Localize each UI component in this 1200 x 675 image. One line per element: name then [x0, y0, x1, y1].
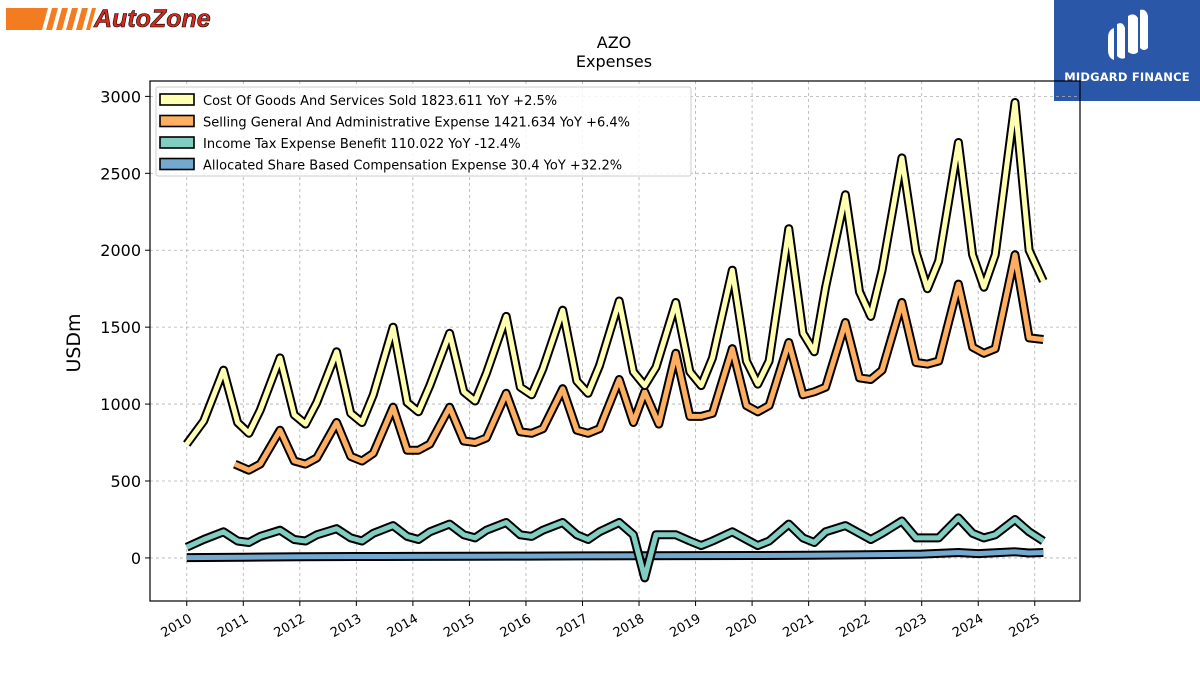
autozone-stripes-icon: [6, 8, 96, 30]
legend-label-3: Allocated Share Based Compensation Expen…: [203, 159, 622, 174]
plot-frame: [149, 80, 1081, 602]
x-tick-label: 2014: [385, 611, 421, 641]
series-line-0: [184, 100, 1046, 446]
x-tick-label: 2018: [611, 611, 647, 641]
x-tick-label: 2025: [1007, 611, 1043, 641]
midgard-logo-text: MIDGARD FINANCE: [1064, 70, 1190, 84]
midgard-emblem-icon: [1108, 9, 1148, 60]
legend-swatch-2: [159, 136, 195, 149]
series-line-2: [185, 515, 1045, 581]
x-tick-label: 2011: [215, 611, 251, 641]
x-tick-label: 2019: [667, 611, 703, 641]
midgard-finance-logo: MIDGARD FINANCE: [1054, 0, 1200, 101]
x-tick-label: 2023: [894, 611, 930, 641]
legend-label-1: Selling General And Administrative Expen…: [203, 116, 630, 131]
legend-swatch-1: [159, 114, 195, 128]
legend-swatch-0: [159, 93, 195, 106]
x-tick-label: 2021: [780, 611, 816, 641]
x-axis: 2010 2011 2012 2013 2014 2015 2016 2017 2018 2019…: [159, 601, 1043, 641]
y-tick-label: 2000: [100, 241, 141, 260]
legend-box: [155, 86, 692, 177]
y-tick-label: 500: [110, 472, 141, 491]
x-tick-label: 2013: [328, 611, 364, 641]
y-axis-label: USDm: [63, 313, 85, 372]
x-tick-label: 2022: [837, 611, 873, 641]
chart-subtitle: Expenses: [576, 52, 652, 71]
x-tick-label: 2016: [498, 611, 534, 641]
y-tick-label: 1000: [100, 395, 141, 414]
legend-label-2: Income Tax Expense Benefit 110.022 YoY -…: [203, 137, 521, 152]
y-tick-label: 2500: [100, 164, 141, 183]
series-line-3: [186, 549, 1044, 561]
legend-label-0: Cost Of Goods And Services Sold 1823.611…: [203, 94, 557, 109]
chart-title: AZO: [597, 33, 632, 52]
legend: Cost Of Goods And Services Sold 1823.611…: [155, 86, 692, 177]
x-tick-label: 2020: [724, 611, 760, 641]
series-line-1: [233, 252, 1044, 473]
x-tick-label: 2015: [441, 611, 477, 641]
series-lines: [183, 98, 1048, 583]
y-tick-label: 0: [131, 549, 141, 568]
x-tick-label: 2024: [950, 611, 986, 641]
x-tick-label: 2010: [159, 611, 195, 641]
x-tick-label: 2017: [554, 611, 590, 641]
legend-swatch-3: [159, 157, 195, 171]
autozone-logo: AutoZone: [6, 5, 211, 33]
y-tick-label: 1500: [100, 318, 141, 337]
x-tick-label: 2012: [272, 611, 308, 641]
y-axis: 0 500 1000 1500 2000 2500 3000: [100, 87, 150, 568]
autozone-logo-text: AutoZone: [93, 5, 211, 33]
y-tick-label: 3000: [100, 87, 141, 106]
